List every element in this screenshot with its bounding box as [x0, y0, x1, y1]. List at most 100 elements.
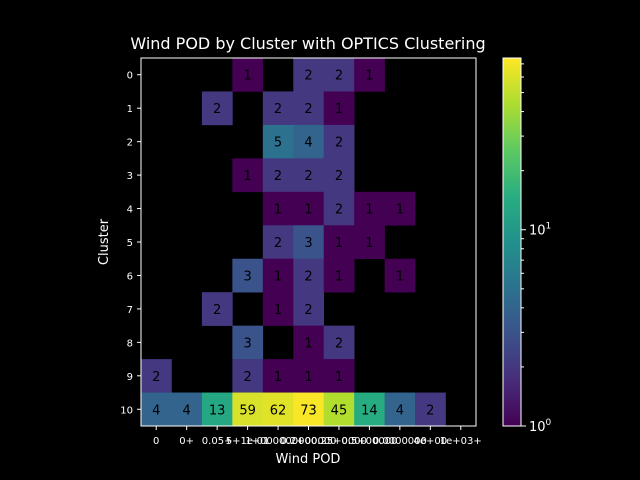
heatmap-cell [232, 158, 264, 193]
heatmap-cell [201, 392, 233, 427]
cell-value-label: 2 [335, 169, 343, 184]
heatmap-cell [293, 191, 325, 226]
cell-value-label: 2 [213, 303, 221, 318]
heatmap-cell [354, 392, 385, 427]
cell-value-label: 1 [396, 203, 404, 218]
heatmap-cell [323, 258, 355, 293]
cell-value-label: 1 [304, 203, 312, 218]
cell-value-label: 2 [274, 236, 282, 251]
x-tick-label: 4e+00 [414, 436, 448, 447]
cell-value-label: 14 [361, 403, 378, 418]
heatmap-cell [262, 392, 294, 427]
cell-value-label: 2 [304, 69, 312, 84]
cell-value-label: 1 [365, 236, 373, 251]
heatmap-cell [293, 58, 325, 92]
heatmap-cell [293, 359, 325, 393]
heatmap-cell [323, 124, 355, 159]
y-tick-label: 2 [127, 138, 133, 149]
heatmap-cell [323, 225, 355, 260]
heatmap-cell [293, 158, 325, 193]
cell-value-label: 1 [335, 370, 343, 385]
heatmap-cell [323, 191, 355, 226]
x-tick-label: 0.25+0000 [311, 436, 367, 447]
y-tick-label: 8 [127, 338, 133, 349]
heatmap-cell [293, 225, 325, 260]
cell-value-label: 2 [304, 269, 312, 284]
y-axis-ticks: 0 1 2 3 4 5 6 7 8 9 10 [120, 71, 141, 416]
cell-value-label: 1 [335, 236, 343, 251]
cell-value-label: 73 [300, 403, 317, 418]
heatmap-cell [232, 58, 264, 92]
cell-value-label: 2 [304, 303, 312, 318]
cell-value-label: 2 [335, 69, 343, 84]
x-tick-label: 5+1e-01 [226, 436, 270, 447]
x-axis-ticks: 0 0+ 0.05+5+1e-011+000000000.2+000000.25+0… [153, 426, 482, 447]
cell-value-label: 2 [426, 403, 434, 418]
heatmap-cell [262, 258, 294, 293]
cell-value-label: 1 [365, 69, 373, 84]
heatmap-cell-labels: 1 2 2 12 2 2 15 4 21 2 2 21 1 2 1 12 3 1 13 1 2 1 12 1 23 1 22 2 1 1 1… [152, 69, 434, 419]
y-tick-label: 9 [127, 372, 133, 383]
heatmap-cell [262, 292, 294, 326]
cell-value-label: 1 [365, 203, 373, 218]
cell-value-label: 1 [304, 336, 312, 351]
heatmap-cell [141, 359, 172, 393]
y-tick-label: 5 [127, 238, 133, 249]
cell-value-label: 1 [243, 69, 251, 84]
heatmap-cells [141, 58, 446, 427]
cell-value-label: 5 [274, 136, 282, 151]
heatmap-cell [201, 91, 233, 126]
heatmap-cell [384, 258, 416, 293]
heatmap-cell [323, 325, 355, 360]
heatmap-cell [293, 325, 325, 360]
heatmap-cell [262, 225, 294, 260]
heatmap-cell [323, 359, 355, 393]
y-axis-label: Cluster [97, 218, 112, 265]
cell-value-label: 59 [239, 403, 256, 418]
heatmap-cell [262, 158, 294, 193]
heatmap-cell [293, 392, 325, 427]
heatmap-cell [262, 124, 294, 159]
heatmap-cell [232, 359, 264, 393]
heatmap-cell [323, 392, 355, 427]
heatmap-cell [171, 392, 203, 427]
y-tick-label: 6 [127, 271, 133, 282]
x-tick-label: 0+ [179, 436, 194, 447]
x-tick-label: 0.5+00000 [341, 436, 397, 447]
heatmap-cell [232, 392, 264, 427]
cell-value-label: 2 [152, 370, 160, 385]
y-tick-label: 4 [127, 205, 133, 216]
heatmap-cell [323, 158, 355, 193]
x-tick-label: 0.0000000 [373, 436, 427, 447]
heatmap-cell [262, 91, 294, 126]
cell-value-label: 2 [274, 102, 282, 117]
heatmap-cell [354, 191, 385, 226]
x-tick-label: 0.05+ [202, 436, 233, 447]
heatmap-cell [293, 91, 325, 126]
colorbar-tick-label: 100 [529, 418, 552, 435]
cell-value-label: 1 [274, 303, 282, 318]
colorbar-tick-label: 101 [529, 222, 551, 239]
cell-value-label: 2 [304, 169, 312, 184]
cell-value-label: 62 [270, 403, 287, 418]
heatmap-cell [262, 359, 294, 393]
cell-value-label: 3 [243, 269, 251, 284]
y-tick-label: 7 [127, 305, 133, 316]
cell-value-label: 13 [209, 403, 226, 418]
cell-value-label: 1 [274, 203, 282, 218]
heatmap-cell [354, 225, 385, 260]
cell-value-label: 45 [331, 403, 348, 418]
heatmap-cell [232, 325, 264, 360]
cell-value-label: 2 [304, 102, 312, 117]
y-tick-label: 1 [127, 104, 133, 115]
cell-value-label: 2 [213, 102, 221, 117]
heatmap-cell [141, 392, 172, 427]
cell-value-label: 1 [274, 269, 282, 284]
cell-value-label: 3 [243, 336, 251, 351]
x-tick-label: 1+00000000 [245, 436, 311, 447]
cell-value-label: 4 [152, 403, 160, 418]
cell-value-label: 3 [304, 236, 312, 251]
colorbar [502, 57, 522, 427]
x-tick-label: 0.2+00000 [280, 436, 336, 447]
